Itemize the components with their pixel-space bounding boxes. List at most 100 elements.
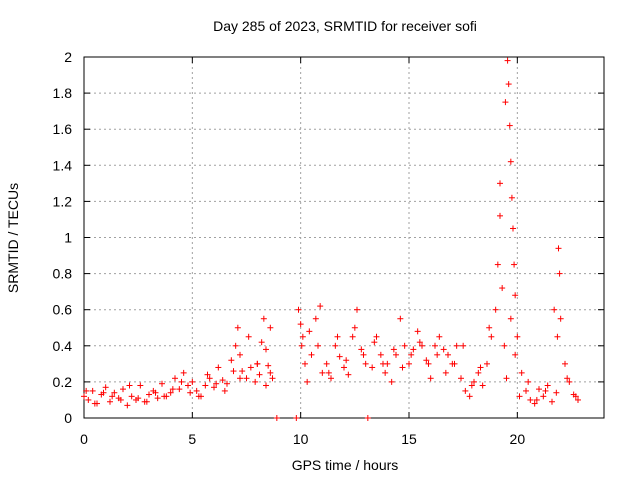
data-point <box>442 369 449 376</box>
data-point <box>512 351 519 358</box>
data-point <box>544 382 551 389</box>
data-point <box>297 321 304 328</box>
data-point <box>117 396 124 403</box>
data-point <box>460 342 467 349</box>
data-point <box>408 351 415 358</box>
tick-labels: 0 5 10 15 20 0 0.2 0.4 0.6 0.8 1 1.2 1.4 1.6 1.8 2 <box>53 49 526 447</box>
data-point <box>267 369 274 376</box>
data-point <box>497 212 503 219</box>
data-point <box>390 346 397 353</box>
data-point <box>345 371 352 378</box>
data-point <box>237 351 243 358</box>
data-point <box>527 396 534 403</box>
y-tick-label: 1.2 <box>53 193 73 209</box>
data-point <box>397 315 404 322</box>
x-tick-label: 10 <box>293 431 309 447</box>
data-point <box>135 395 142 402</box>
data-point <box>477 364 484 371</box>
data-point <box>466 393 473 400</box>
data-point <box>224 380 230 387</box>
data-point <box>295 306 302 313</box>
y-tick-label: 0.4 <box>53 338 73 354</box>
data-point <box>325 369 332 376</box>
data-point <box>572 393 579 400</box>
data-point <box>564 375 571 382</box>
data-point <box>358 346 365 353</box>
data-point <box>263 346 269 353</box>
data-point <box>124 402 131 409</box>
data-point <box>319 369 326 376</box>
data-point <box>239 368 246 375</box>
data-point <box>554 333 561 340</box>
data-point <box>494 261 501 268</box>
data-point <box>228 357 235 364</box>
data-point <box>471 378 477 385</box>
data-point <box>247 364 254 371</box>
data-point <box>555 245 562 252</box>
data-point <box>364 415 371 421</box>
data-point <box>111 389 118 396</box>
data-point <box>159 380 165 387</box>
data-point <box>505 81 512 88</box>
x-tick-label: 15 <box>401 431 417 447</box>
y-tick-label: 0.6 <box>53 302 73 318</box>
data-point <box>83 387 90 394</box>
data-point <box>416 339 423 346</box>
data-point <box>202 382 209 389</box>
data-point <box>507 158 514 165</box>
data-point <box>488 333 495 340</box>
data-point <box>440 346 447 353</box>
data-point <box>154 395 161 402</box>
data-point <box>553 389 560 396</box>
data-point <box>497 180 503 187</box>
data-point <box>91 400 98 407</box>
data-point <box>393 351 399 358</box>
data-point <box>508 194 515 201</box>
data-point <box>302 360 308 367</box>
data-point <box>180 369 187 376</box>
data-point <box>146 391 152 398</box>
data-point <box>468 382 475 389</box>
data-point <box>540 393 547 400</box>
data-point <box>373 333 380 340</box>
data-point <box>533 396 540 403</box>
data-point <box>354 306 360 313</box>
data-point <box>434 351 441 358</box>
data-point <box>100 389 107 396</box>
data-point <box>317 303 324 310</box>
data-point <box>221 387 228 394</box>
y-tick-label: 1 <box>64 230 72 246</box>
data-point <box>380 360 386 367</box>
data-point <box>507 315 514 322</box>
data-point <box>432 342 438 349</box>
data-point <box>562 360 568 367</box>
grid-lines <box>83 56 604 419</box>
chart-title: Day 285 of 2023, SRMTID for receiver sof… <box>213 18 477 34</box>
data-point <box>451 360 458 367</box>
data-point <box>265 362 272 369</box>
y-axis-label: SRMTID / TECUs <box>5 183 21 293</box>
data-point <box>89 387 96 394</box>
data-point <box>401 342 408 349</box>
data-point <box>506 122 513 129</box>
data-point <box>512 292 519 299</box>
data-point <box>308 351 315 358</box>
y-tick-label: 1.8 <box>53 85 73 101</box>
data-point <box>260 315 267 322</box>
data-point <box>211 384 217 391</box>
data-point <box>499 285 506 292</box>
data-point <box>516 393 523 400</box>
data-point <box>436 333 443 340</box>
data-point <box>351 324 358 331</box>
data-point <box>195 393 202 400</box>
y-tick-label: 0 <box>64 410 72 426</box>
data-point <box>556 270 563 277</box>
data-point <box>232 342 239 349</box>
data-point <box>492 306 499 313</box>
data-point <box>256 371 263 378</box>
data-point <box>193 387 200 394</box>
data-points <box>81 57 581 421</box>
data-point <box>502 99 509 106</box>
data-point <box>334 333 341 340</box>
